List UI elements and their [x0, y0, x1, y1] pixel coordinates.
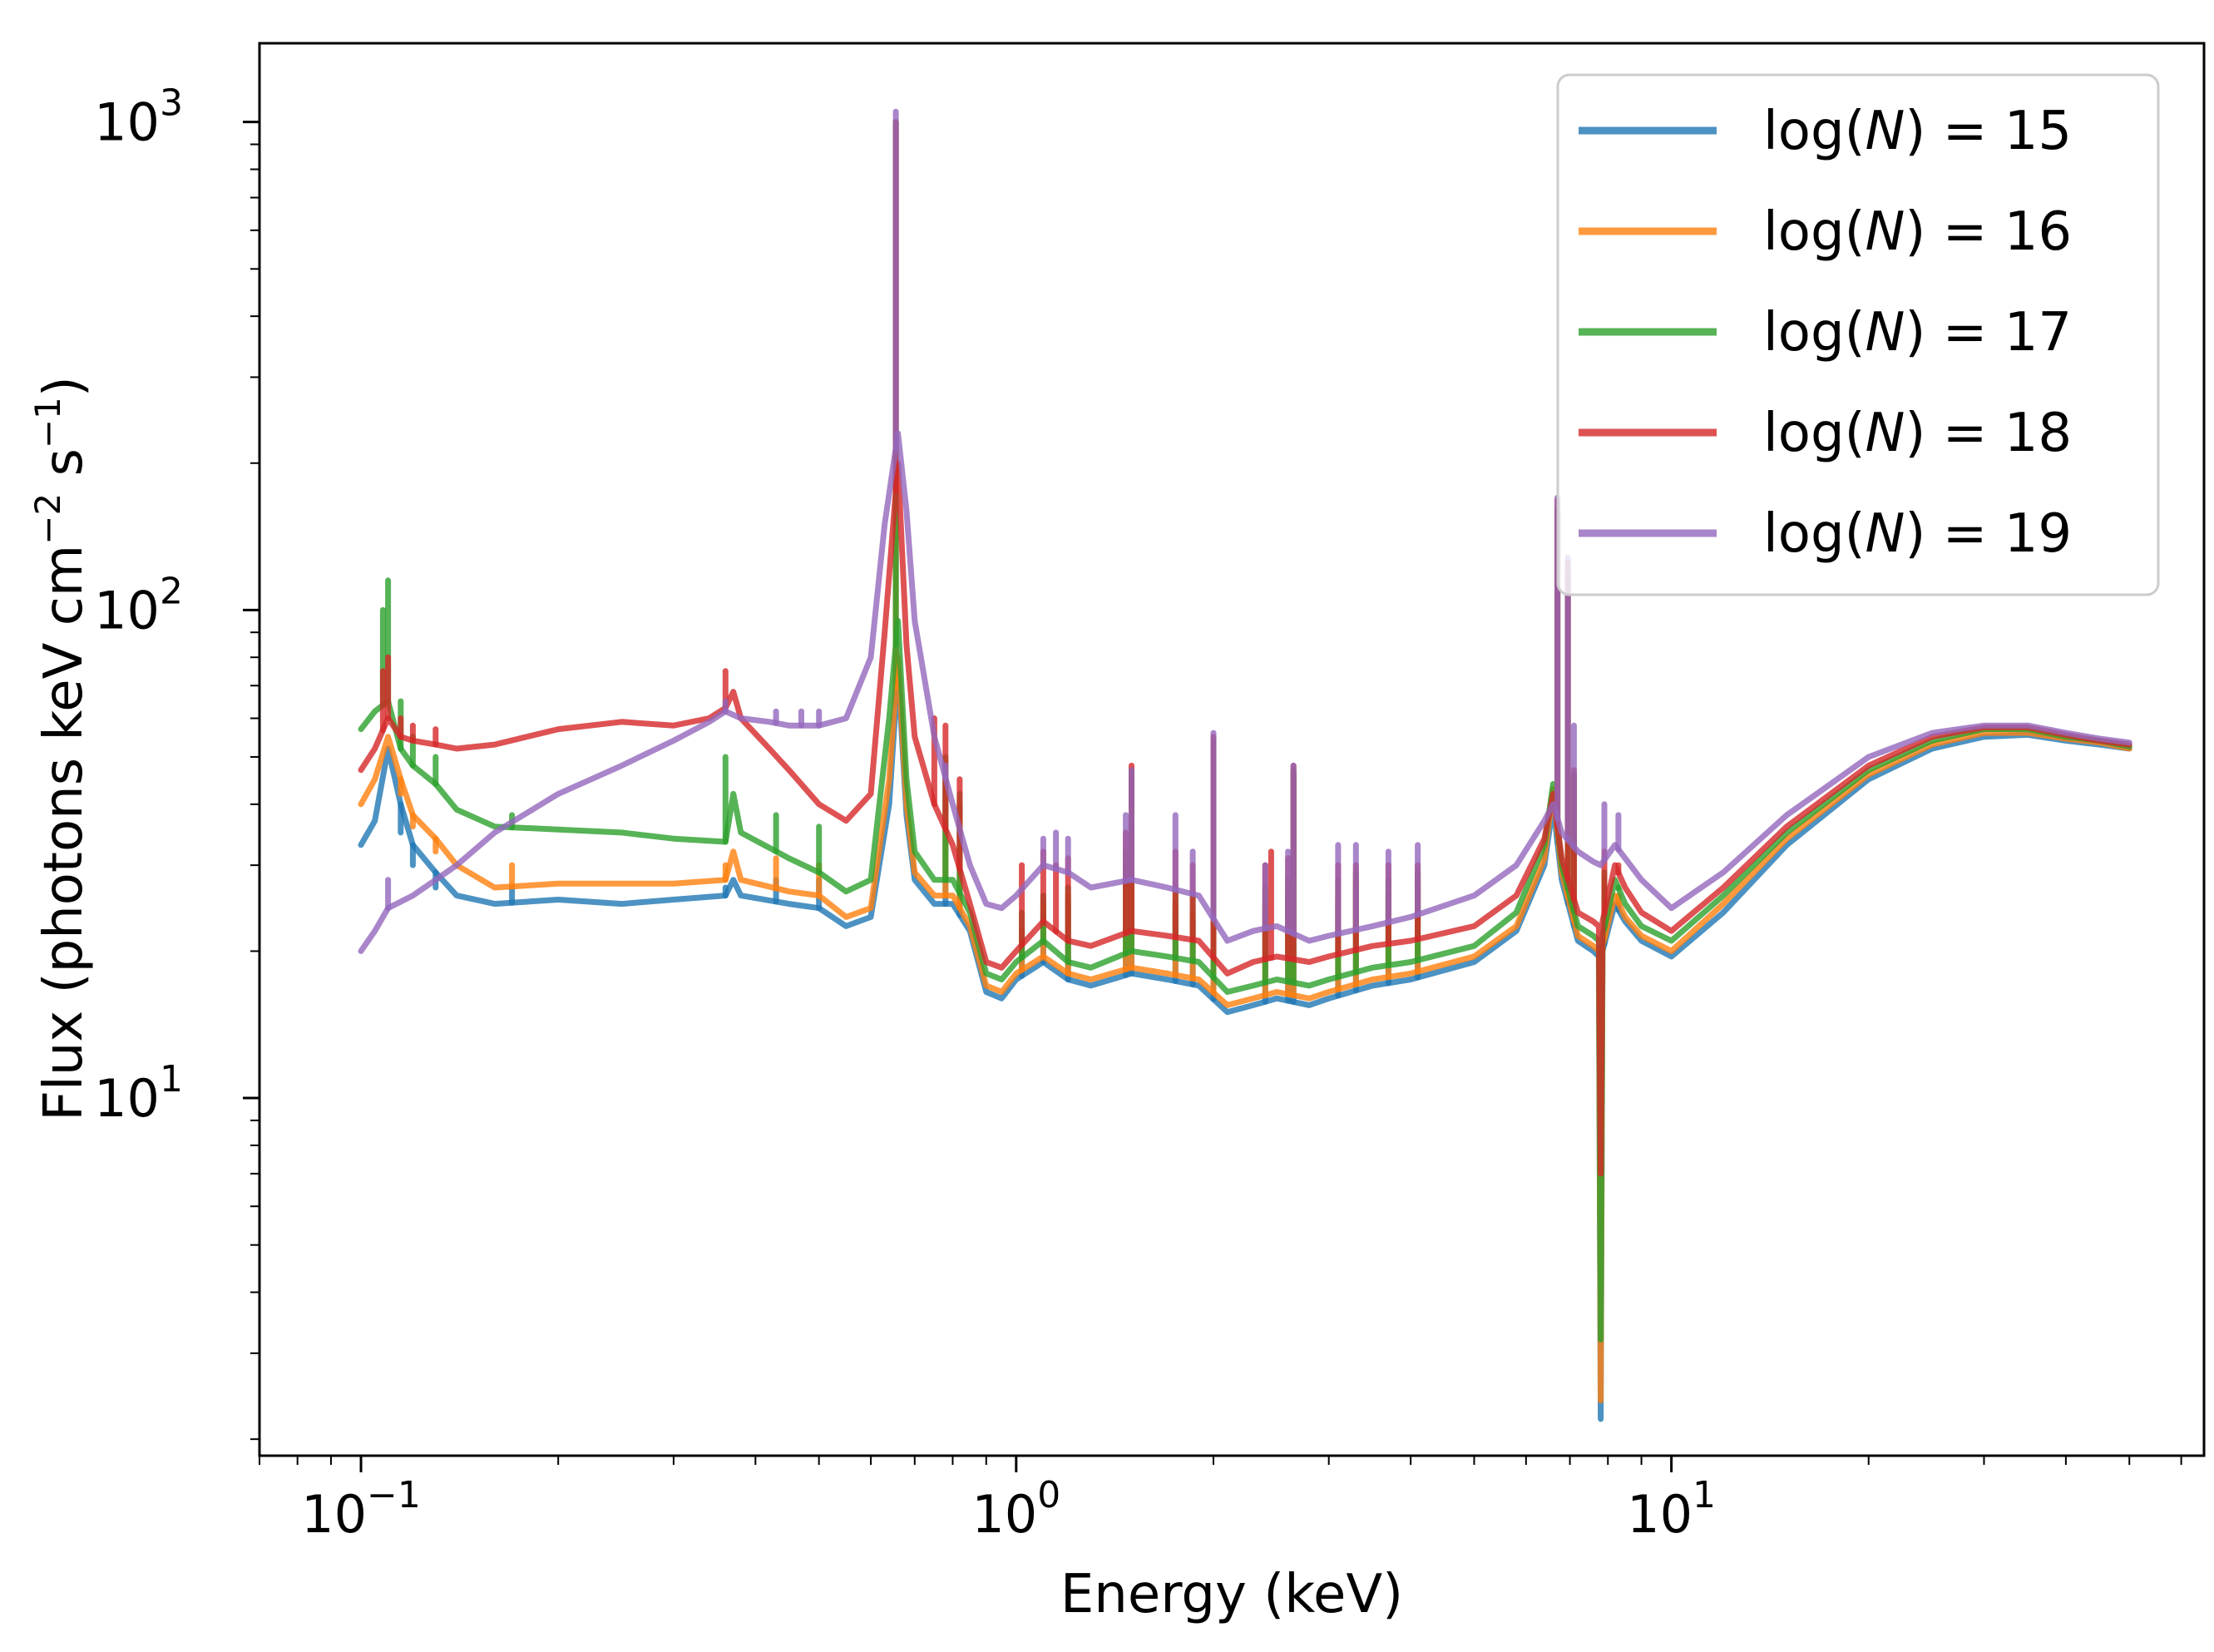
legend-label: log(N) = 16	[1763, 201, 2072, 263]
legend-entry-1: log(N) = 15	[1579, 101, 2072, 162]
series-line-3	[358, 617, 2132, 1343]
series-line-1	[358, 668, 2132, 1422]
y-tick-label: 102	[94, 570, 183, 641]
series-5	[358, 108, 2132, 954]
legend-box	[1556, 73, 2160, 596]
legend-label: log(N) = 18	[1763, 403, 2072, 464]
x-axis-label: Energy (keV)	[1060, 1564, 1403, 1625]
x-axis: 10−1 100 101	[259, 1456, 2182, 1545]
series-layer	[358, 108, 2132, 1422]
y-axis-label: Flux (photons keV cm−2 s−1)	[27, 376, 95, 1121]
legend: log(N) = 15 log(N) = 16 log(N) = 17 log(N) …	[1556, 73, 2160, 596]
legend-entry-3: log(N) = 17	[1579, 302, 2072, 364]
legend-entry-2: log(N) = 16	[1579, 201, 2072, 263]
series-line-5	[358, 430, 2132, 954]
x-tick-label: 101	[1627, 1474, 1716, 1545]
y-tick-label: 101	[94, 1058, 183, 1129]
x-tick-label: 10−1	[301, 1474, 421, 1545]
series-line-4	[358, 460, 2132, 1177]
plot-frame	[258, 42, 2206, 1457]
legend-entry-4: log(N) = 18	[1579, 403, 2072, 464]
legend-label: log(N) = 17	[1763, 302, 2072, 364]
series-line-2	[358, 654, 2132, 1404]
x-tick-label: 100	[971, 1474, 1060, 1545]
legend-label: log(N) = 15	[1763, 101, 2072, 162]
legend-label: log(N) = 19	[1763, 503, 2072, 565]
y-tick-label: 103	[94, 82, 183, 153]
y-axis: 101 102 103	[94, 82, 259, 1441]
legend-entry-5: log(N) = 19	[1579, 503, 2072, 565]
